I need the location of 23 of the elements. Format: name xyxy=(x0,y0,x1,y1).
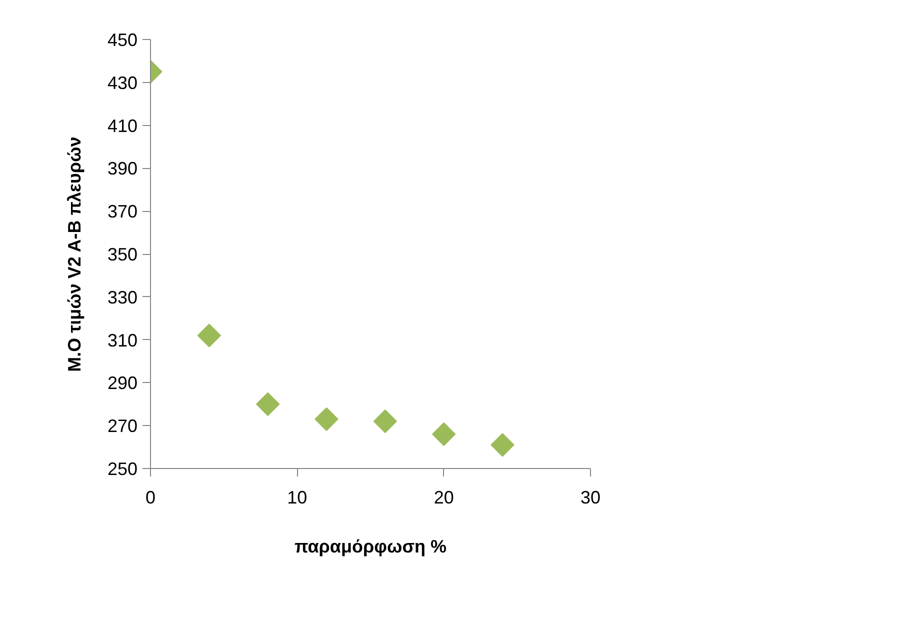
point xyxy=(314,407,338,431)
x-tick-label: 10 xyxy=(287,488,308,508)
y-axis-title: Μ.Ο τιμών V2 A-B πλευρών xyxy=(64,136,84,372)
point xyxy=(490,433,514,457)
y-tick-label: 290 xyxy=(107,373,138,394)
point xyxy=(197,324,221,348)
x-tick-label: 30 xyxy=(580,488,601,508)
y-tick-label: 450 xyxy=(107,30,138,50)
y-tick-label: 270 xyxy=(107,416,138,436)
y-tick-label: 330 xyxy=(107,287,138,308)
point xyxy=(432,422,456,446)
y-tick-label: 390 xyxy=(107,158,138,179)
x-tick-label: 0 xyxy=(145,488,156,508)
y-tick-label: 350 xyxy=(107,244,138,264)
y-tick-label: 410 xyxy=(107,116,138,136)
y-tick-label: 250 xyxy=(107,459,138,479)
y-tick-label: 430 xyxy=(107,72,138,93)
point xyxy=(256,392,280,416)
point xyxy=(373,409,397,434)
y-tick-label: 370 xyxy=(107,202,138,222)
y-tick-label: 310 xyxy=(107,330,138,350)
x-tick-label: 20 xyxy=(434,488,454,508)
x-axis-title: παραμόρφωση % xyxy=(294,536,447,556)
